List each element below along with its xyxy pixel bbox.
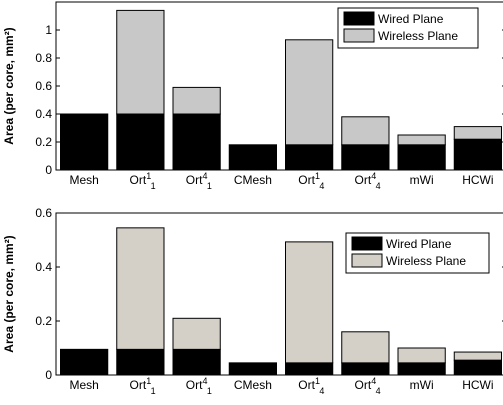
bar-wired (285, 362, 334, 376)
bar-wired (397, 362, 446, 376)
x-tick-subscript: 1 (207, 181, 212, 191)
x-tick-subscript: 1 (151, 181, 156, 191)
x-tick-label: Ort1 (298, 376, 320, 392)
bar-wired (116, 113, 165, 171)
x-tick-subscript: 4 (376, 386, 381, 396)
x-tick-label: HCWi (462, 378, 493, 392)
x-tick-label: Ort4 (355, 376, 377, 392)
bar-wired (285, 144, 334, 171)
x-tick-label: Ort1 (130, 376, 152, 392)
x-tick-label: Ort4 (355, 171, 377, 187)
bar-wired (172, 348, 221, 376)
bar-wired (172, 113, 221, 171)
x-tick-label: Mesh (69, 378, 98, 392)
bar-wired (341, 144, 390, 171)
bar-wireless (172, 86, 221, 115)
y-tick-label: 0.8 (35, 51, 52, 65)
legend-label: Wireless Plane (378, 29, 458, 43)
legend-swatch (343, 11, 375, 26)
bar-wireless (116, 227, 165, 350)
x-tick-subscript: 1 (207, 386, 212, 396)
x-tick-label: Ort1 (298, 171, 320, 187)
x-tick-label: CMesh (234, 173, 272, 187)
bar-wireless (453, 126, 502, 140)
y-tick-label: 0.2 (35, 135, 52, 149)
x-tick-label: Ort4 (186, 171, 208, 187)
bar-wireless (341, 116, 390, 146)
y-tick-label: 0 (45, 163, 52, 177)
bar-wired (116, 348, 165, 376)
y-tick-label: 0.4 (35, 260, 52, 274)
bar-wireless (116, 9, 165, 115)
bar-wired (397, 144, 446, 171)
y-axis-label: Area (per core, mm²) (2, 235, 16, 352)
bar-wired (341, 362, 390, 376)
x-tick-subscript: 4 (319, 386, 324, 396)
x-tick-label: CMesh (234, 378, 272, 392)
bar-wired (228, 144, 277, 171)
legend-swatch (351, 236, 383, 251)
x-tick-subscript: 1 (151, 386, 156, 396)
y-tick-label: 0.6 (35, 79, 52, 93)
legend-label: Wired Plane (386, 237, 452, 251)
bar-wireless (285, 241, 334, 364)
bar-wired (453, 359, 502, 376)
bar-wired (453, 138, 502, 171)
bar-wireless (172, 317, 221, 350)
y-tick-label: 0.4 (35, 107, 52, 121)
y-axis-label: Area (per core, mm²) (2, 27, 16, 144)
bar-wireless (285, 39, 334, 146)
y-tick-label: 0.6 (35, 206, 52, 220)
x-tick-label: Mesh (69, 173, 98, 187)
x-tick-label: Ort4 (186, 376, 208, 392)
x-tick-subscript: 4 (319, 181, 324, 191)
bar-wireless (341, 331, 390, 364)
plot-frame (55, 212, 503, 376)
legend-swatch (351, 253, 383, 268)
bar-wired (60, 113, 109, 171)
legend: Wired Plane Wireless Plane (337, 7, 479, 49)
x-tick-label: Ort1 (130, 171, 152, 187)
x-tick-subscript: 4 (376, 181, 381, 191)
chart-1: 0 0.2 0.4 0.6 0.8 1 Area (per core, mm²) Mesh Or… (2, 1, 503, 191)
bar-wired (228, 362, 277, 376)
y-tick-label: 1 (45, 23, 52, 37)
x-tick-label: HCWi (462, 173, 493, 187)
legend-swatch (343, 28, 375, 43)
bar-wireless (397, 134, 446, 146)
x-tick-label: mWi (410, 378, 434, 392)
legend-label: Wired Plane (378, 12, 444, 26)
y-tick-label: 0.2 (35, 314, 52, 328)
legend: Wired Plane Wireless Plane (345, 232, 490, 274)
bar-wireless (453, 351, 502, 361)
x-tick-label: mWi (410, 173, 434, 187)
legend-label: Wireless Plane (386, 254, 466, 268)
bar-wireless (397, 347, 446, 364)
bar-wired (60, 348, 109, 376)
y-tick-label: 0 (45, 368, 52, 382)
